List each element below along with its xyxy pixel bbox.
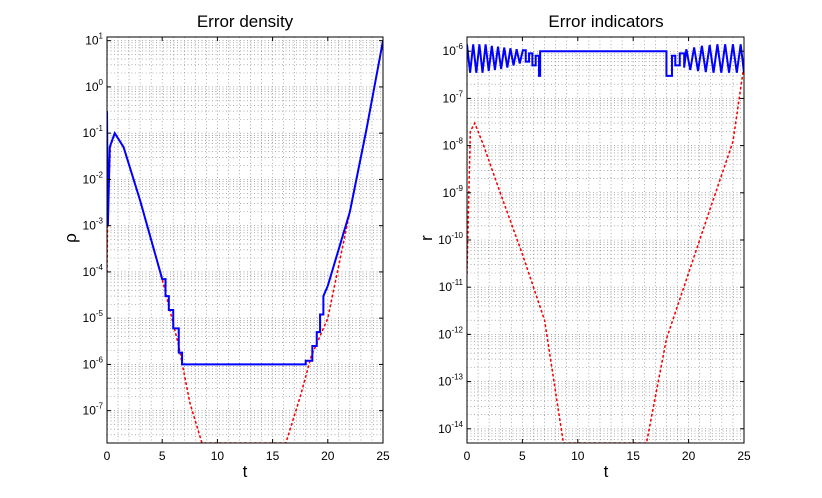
y-tick-label: 10-4: [83, 263, 104, 279]
y-axis-label: ρ: [61, 233, 80, 243]
y-tick-label: 10-13: [438, 373, 463, 389]
y-tick-label: 10-6: [83, 355, 104, 371]
y-tick-label: 10-2: [83, 170, 104, 186]
solid-series-line: [107, 40, 383, 366]
x-tick-label: 20: [682, 449, 696, 463]
y-tick-label: 10-9: [443, 184, 464, 200]
y-tick-label: 100: [85, 78, 103, 94]
y-tick-label: 10-12: [438, 325, 463, 341]
y-tick-label: 101: [85, 32, 103, 48]
x-tick-label: 25: [376, 449, 390, 463]
x-tick-label: 10: [211, 449, 225, 463]
x-tick-label: 10: [571, 449, 585, 463]
x-tick-label: 15: [266, 449, 280, 463]
y-tick-label: 10-7: [83, 402, 104, 418]
grid: [107, 37, 383, 443]
x-tick-label: 15: [627, 449, 641, 463]
solid-series-line: [467, 44, 744, 77]
x-tick-label: 0: [464, 449, 471, 463]
grid: [467, 37, 744, 443]
x-tick-label: 20: [321, 449, 335, 463]
y-tick-label: 10-5: [83, 309, 104, 325]
x-axis-label: t: [243, 462, 248, 481]
y-tick-label: 10-11: [439, 278, 464, 294]
x-tick-label: 25: [737, 449, 751, 463]
chart-title: Error density: [197, 12, 294, 31]
x-tick-label: 5: [159, 449, 166, 463]
chart-title: Error indicators: [548, 12, 663, 31]
y-tick-label: 10-14: [438, 420, 463, 436]
y-tick-label: 10-10: [438, 231, 463, 247]
y-tick-label: 10-8: [443, 137, 464, 153]
plot-area: [467, 44, 744, 443]
error-density-panel: Error density t ρ 0 5 10 15 20 25 10-7 10-6 10-5…: [61, 12, 390, 481]
y-axis-label: r: [417, 235, 436, 241]
y-tick-label: 10-3: [83, 217, 104, 233]
y-tick-label: 10-1: [83, 124, 104, 140]
y-tick-label: 10-7: [443, 89, 464, 105]
x-tick-label: 5: [519, 449, 526, 463]
y-tick-label: 10-6: [443, 42, 464, 58]
axes-frame: [106, 36, 384, 444]
plot-area: [107, 39, 383, 443]
error-indicators-panel: Error indicators t r 0 5 10 15 20 25 10-14 10-1…: [417, 12, 751, 481]
x-tick-label: 0: [104, 449, 111, 463]
x-axis-label: t: [604, 462, 609, 481]
